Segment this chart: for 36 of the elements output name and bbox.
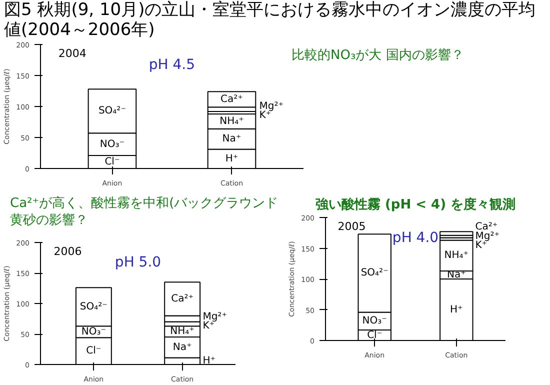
- series-label: NO₃⁻: [100, 138, 125, 150]
- series-label: SO₄²⁻: [98, 106, 126, 117]
- series-label: Ca²⁺: [220, 94, 243, 105]
- annotation: 2005: [338, 220, 366, 234]
- series-label: H⁺: [225, 153, 238, 164]
- series-label: SO₄²⁻: [80, 301, 108, 312]
- series-label: NH₄⁺: [220, 116, 244, 127]
- series-label: Mg²⁺: [202, 311, 227, 322]
- series-label: Cl⁻: [367, 330, 382, 341]
- series-label: Ca²⁺: [171, 293, 194, 304]
- series-label: Na⁺: [172, 342, 192, 353]
- series-label: K⁺: [475, 240, 488, 252]
- series-label: H⁺: [202, 356, 216, 367]
- chart-subtitle: Ca²⁺が高く、酸性霧を中和(バックグラウンド黄砂の影響？: [10, 195, 280, 229]
- series-label: NH₄⁺: [444, 250, 469, 262]
- series-label: NH₄⁺: [170, 326, 194, 338]
- series-label: NO₃⁻: [81, 326, 106, 338]
- annotation: pH 4.5: [148, 56, 196, 73]
- series-label: Cl⁻: [104, 156, 120, 168]
- series-label: K⁺: [202, 320, 215, 332]
- series-label: Ca²⁺: [475, 222, 498, 233]
- chart-title: 図5 秋期(9, 10月)の立山・室堂平における霧水中のイオン濃度の平均値(2004～2006年): [4, 0, 537, 40]
- annotation: 2004: [58, 47, 86, 60]
- series-label: Mg²⁺: [259, 100, 284, 112]
- series-label: SO₄²⁻: [360, 268, 388, 279]
- series-label: Na⁺: [222, 134, 242, 145]
- series-label: H⁺: [450, 304, 463, 316]
- series-label: NO₃⁻: [362, 316, 387, 327]
- annotation: 2006: [54, 245, 82, 258]
- annotation: pH 5.0: [114, 254, 162, 271]
- text: 比較的NO₃が大 国内の影響？: [292, 48, 464, 64]
- series-label: Cl⁻: [86, 346, 102, 357]
- series-label: Mg²⁺: [475, 230, 500, 242]
- chart-subtitle: 強い酸性霧 (pH < 4) を度々観測: [315, 196, 516, 212]
- series-label: K⁺: [259, 110, 272, 122]
- annotation: pH 4.0: [392, 230, 439, 246]
